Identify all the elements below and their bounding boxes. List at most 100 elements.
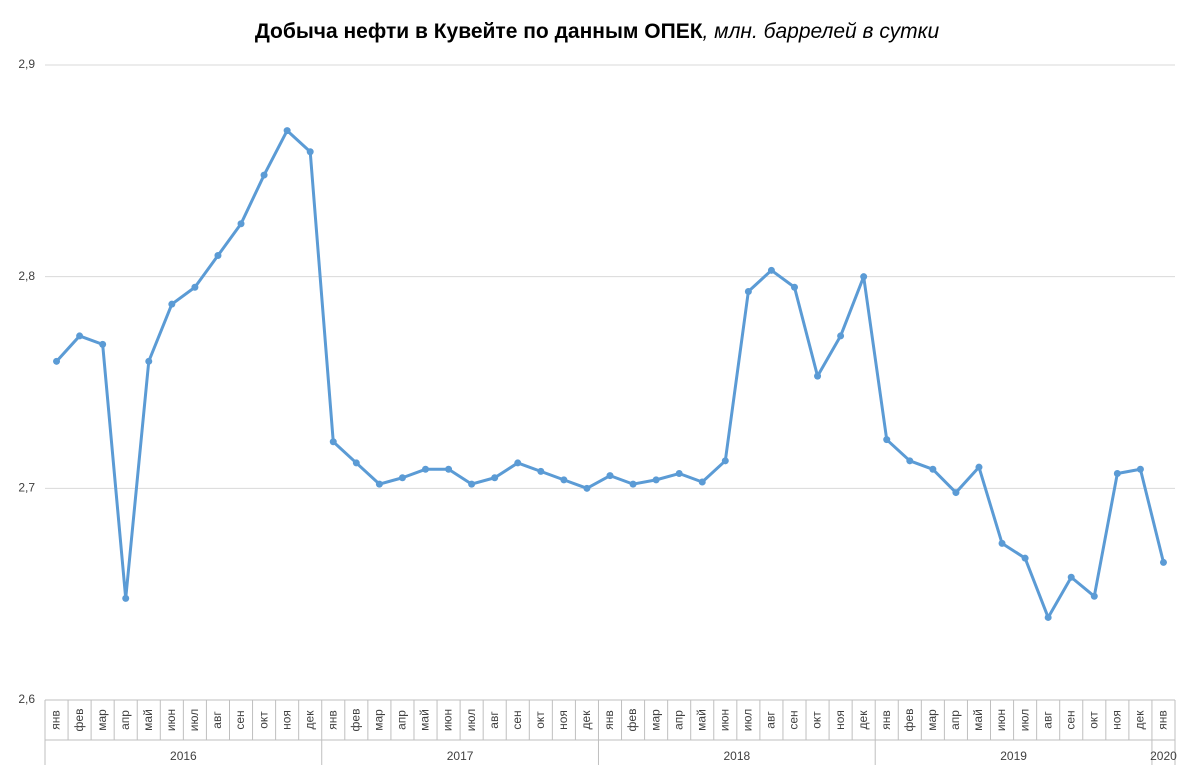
marker [606,472,614,480]
marker [537,467,545,475]
marker [975,463,983,471]
marker [491,474,499,482]
x-tick-label: июн [441,709,455,731]
marker [675,470,683,478]
marker [352,459,360,467]
marker [652,476,660,484]
title-main: Добыча нефти в Кувейте по данным ОПЕК [255,20,703,43]
x-tick-label: дек [856,710,870,730]
x-tick-label: фев [902,709,916,732]
marker [260,171,268,179]
x-tick-label: май [141,709,155,731]
x-tick-label: окт [256,711,270,729]
marker [145,357,153,365]
marker [583,484,591,492]
marker [283,127,291,135]
x-tick-label: апр [395,710,409,730]
x-tick-label: мар [648,709,662,731]
marker [514,459,522,467]
y-tick-label: 2,7 [18,481,35,495]
x-tick-label: май [971,709,985,731]
marker [445,465,453,473]
marker [122,594,130,602]
x-tick-label: апр [948,710,962,730]
x-tick-label: авг [210,711,224,729]
x-tick-label: ноя [556,710,570,730]
marker [1159,558,1167,566]
x-tick-label: янв [1156,710,1170,730]
marker [790,283,798,291]
x-tick-label: июл [741,709,755,731]
marker [1067,573,1075,581]
x-tick-label: фев [348,709,362,732]
x-tick-label: сен [510,710,524,729]
marker [929,465,937,473]
marker [860,273,868,281]
x-tick-label: ноя [1110,710,1124,730]
x-tick-label: ноя [279,710,293,730]
marker [329,438,337,446]
x-group-label: 2016 [170,749,197,763]
x-tick-label: янв [49,710,63,730]
x-tick-label: июл [187,709,201,731]
marker [721,457,729,465]
marker [168,300,176,308]
marker [76,332,84,340]
x-tick-label: янв [325,710,339,730]
x-tick-label: сен [787,710,801,729]
marker [468,480,476,488]
x-group-label: 2019 [1000,749,1027,763]
x-tick-label: июн [717,709,731,731]
x-group-label: 2017 [447,749,474,763]
x-group-label: 2018 [723,749,750,763]
marker [906,457,914,465]
x-tick-label: июл [1017,709,1031,731]
marker [629,480,637,488]
marker [767,266,775,274]
x-tick-label: апр [118,710,132,730]
y-tick-label: 2,6 [18,692,35,706]
marker [698,478,706,486]
x-tick-label: мар [95,709,109,731]
x-tick-label: май [418,709,432,731]
x-tick-label: дек [579,710,593,730]
marker [422,465,430,473]
marker [214,252,222,259]
marker [1090,592,1098,600]
x-tick-label: июл [464,709,478,731]
marker [814,372,822,380]
y-tick-label: 2,8 [18,269,35,283]
marker [191,283,199,291]
x-tick-label: янв [879,710,893,730]
x-tick-label: июн [164,709,178,731]
x-tick-label: авг [1040,711,1054,729]
x-tick-label: окт [810,711,824,729]
x-tick-label: дек [1133,710,1147,730]
x-tick-label: июн [994,709,1008,731]
x-tick-label: ноя [833,710,847,730]
x-tick-label: окт [1086,711,1100,729]
x-tick-label: май [694,709,708,731]
marker [952,489,960,497]
x-tick-label: окт [533,711,547,729]
x-tick-label: фев [625,709,639,732]
x-tick-label: авг [487,711,501,729]
marker [375,480,383,488]
marker [883,436,891,444]
chart-title: Добыча нефти в Кувейте по данным ОПЕК, м… [255,20,940,43]
marker [99,340,107,348]
y-tick-label: 2,9 [18,57,35,71]
marker [237,220,245,228]
x-tick-label: янв [602,710,616,730]
x-tick-label: апр [671,710,685,730]
x-tick-label: сен [1063,710,1077,729]
x-tick-label: авг [764,711,778,729]
title-unit: , млн. баррелей в сутки [703,20,940,43]
marker [837,332,845,340]
x-tick-label: мар [925,709,939,731]
x-tick-label: дек [302,710,316,730]
marker [306,148,314,156]
marker [998,539,1006,547]
x-tick-label: мар [372,709,386,731]
